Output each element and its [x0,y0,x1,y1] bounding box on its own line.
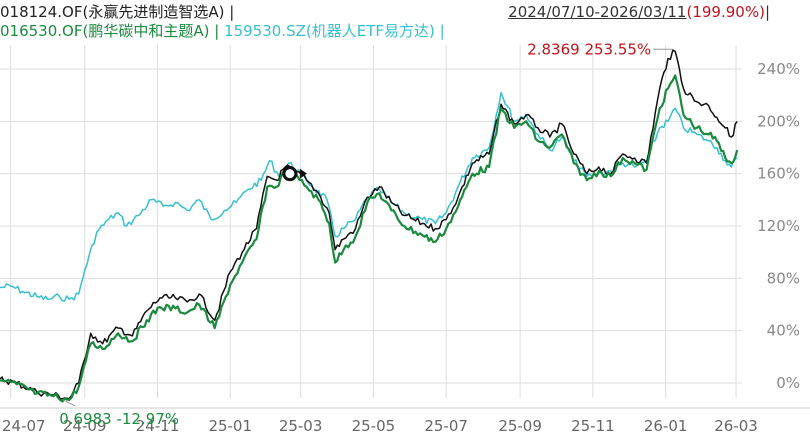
high-annotation: 2.8369 253.55% [527,40,651,58]
y-axis: 0% 40% 80% 120% 160% 200% 240% [757,60,800,392]
range-return-value: (199.90%) [686,3,765,21]
date-range-display: 2024/07/10-2026/03/11(199.90%)| [508,3,770,21]
hover-marker-icon[interactable] [282,166,307,182]
series-lines [0,49,739,403]
series-2-line [0,74,739,403]
y-tick-label: 120% [757,217,800,235]
chart-grid [0,45,810,409]
legend-series-1[interactable]: 018124.OF(永赢先进制造智选A) | [0,3,234,21]
legend-series-1-label[interactable]: 018124.OF(永赢先进制造智选A) | [0,3,235,21]
y-tick-label: 240% [757,60,800,78]
x-axis: 24-07 24-09 24-11 25-01 25-03 25-05 25-07 25-09… [2,417,758,435]
legend-series-2-label[interactable]: 016530.OF(鹏华碳中和主题A) | [0,22,220,40]
y-tick-label: 80% [767,269,800,287]
legend-row-2: 016530.OF(鹏华碳中和主题A) | 159530.SZ(机器人ETF易方… [0,22,445,40]
x-tick-label: 25-05 [352,417,396,435]
x-tick-label: 25-03 [279,417,323,435]
legend-series-3-label[interactable]: 159530.SZ(机器人ETF易方达) | [224,22,445,40]
date-range-text[interactable]: 2024/07/10-2026/03/11 [508,3,687,21]
x-tick-label: 26-03 [714,417,758,435]
x-tick-label: 25-11 [571,417,615,435]
series-1-line [0,49,738,400]
chart-annotations: 2.8369 253.55% 0.6983 -12.97% [59,40,674,428]
y-tick-label: 40% [767,322,800,340]
x-tick-label: 24-09 [63,417,107,435]
x-tick-label: 24-07 [2,417,46,435]
low-annotation-leader [62,399,76,407]
low-annotation: 0.6983 -12.97% [59,410,179,428]
y-tick-label: 200% [757,112,800,130]
x-tick-label: 25-09 [498,417,542,435]
x-tick-label: 26-01 [644,417,688,435]
x-tick-label: 24-11 [136,417,180,435]
y-tick-label: 0% [776,374,800,392]
x-tick-label: 25-01 [208,417,252,435]
range-return-suffix: | [764,3,770,21]
x-tick-label: 25-07 [424,417,468,435]
y-tick-label: 160% [757,165,800,183]
